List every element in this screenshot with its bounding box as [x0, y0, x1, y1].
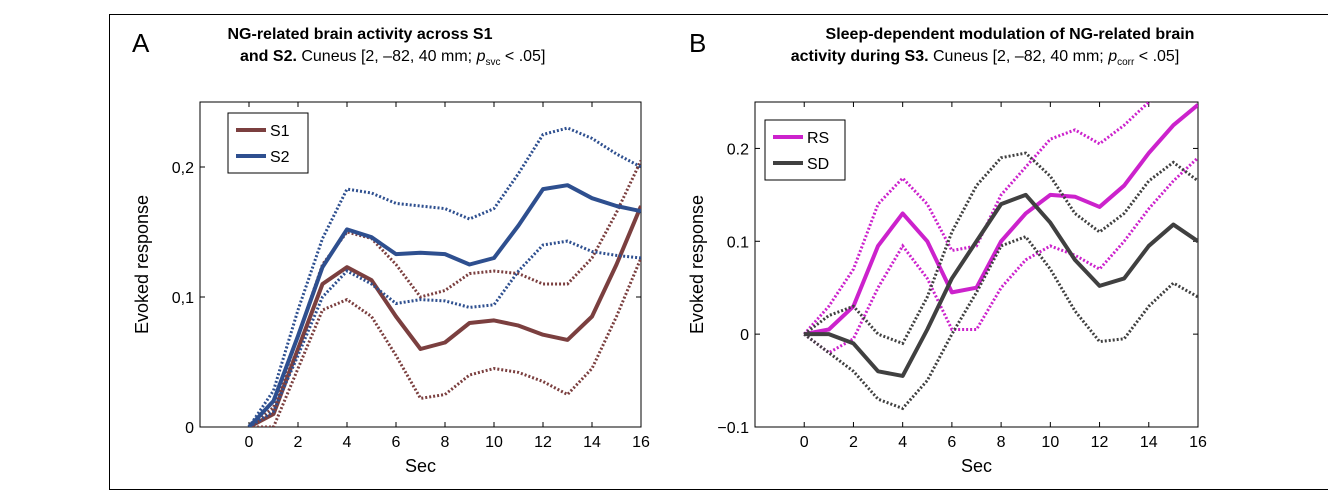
x-axis-label-a: Sec	[405, 456, 436, 476]
panel-b-title-rest: Cuneus [2, –82, 40 mm;	[928, 48, 1109, 65]
x-tick-label-a: 16	[632, 434, 650, 451]
panel-b-title-bold: Sleep-dependent modulation of NG-related…	[825, 26, 1195, 43]
x-tick-label-b: 16	[1189, 434, 1207, 451]
plot-area-a	[199, 101, 642, 428]
ci-upper-rs	[803, 102, 1152, 336]
panel-a-title-line1: NG-related brain activity across S1	[200, 24, 520, 46]
panel-b-p-sub: corr	[1117, 57, 1135, 69]
x-tick-label-a: 10	[485, 434, 503, 451]
ci-upper-sd	[803, 151, 1198, 346]
panel-letter-b: B	[689, 28, 707, 58]
y-tick-label-b: 0	[740, 327, 749, 344]
series-line-s2	[247, 183, 641, 427]
panel-a-title-bold2: and S2.	[240, 48, 297, 65]
legend-box-a	[227, 112, 309, 174]
y-axis-label-b: Evoked response	[687, 195, 707, 334]
panel-a-p-sub: svc	[485, 57, 501, 69]
y-tick-label-a: 0,2	[172, 160, 194, 177]
series-group-sd	[803, 151, 1198, 411]
panel-b-title: Sleep-dependent modulation of NG-related…	[720, 24, 1250, 74]
x-tick-label-a: 14	[583, 434, 601, 451]
x-tick-label-b: 8	[997, 434, 1006, 451]
plot-area-b	[754, 101, 1199, 428]
panel-a-title-bold: NG-related brain activity across S1	[227, 26, 493, 43]
y-tick-label-b: −0.1	[717, 420, 749, 437]
x-tick-label-b: 0	[800, 434, 809, 451]
panel-a-title: NG-related brain activity across S1 and …	[200, 24, 546, 74]
x-tick-label-a: 8	[441, 434, 450, 451]
x-tick-label-a: 6	[392, 434, 401, 451]
panel-b-p-tail: < .05]	[1134, 48, 1180, 65]
series-group-rs	[803, 102, 1198, 355]
series-line-rs	[803, 103, 1198, 337]
legend-label-sd: SD	[807, 156, 829, 173]
panel-a-title-rest: Cuneus [2, –82, 40 mm;	[296, 48, 477, 65]
x-tick-label-b: 12	[1091, 434, 1109, 451]
y-tick-label-a: 0	[185, 420, 194, 437]
x-tick-label-b: 2	[849, 434, 858, 451]
x-tick-label-a: 0	[245, 434, 254, 451]
legend-label-s1: S1	[270, 123, 290, 140]
y-tick-label-b: 0.2	[727, 141, 749, 158]
series-group-s1	[248, 159, 641, 427]
x-tick-label-a: 2	[294, 434, 303, 451]
y-axis-label-a: Evoked response	[132, 195, 152, 334]
panel-a-p-tail: < .05]	[500, 48, 546, 65]
figure-frame	[109, 14, 1328, 490]
x-tick-label-b: 4	[898, 434, 907, 451]
series-line-sd	[804, 192, 1198, 378]
series-group-s2	[247, 126, 641, 427]
panel-b-title-bold2: activity during S3.	[790, 48, 929, 65]
x-tick-label-b: 14	[1140, 434, 1158, 451]
panel-a-p: p	[476, 48, 486, 65]
x-tick-label-a: 12	[534, 434, 552, 451]
x-tick-label-b: 6	[947, 434, 956, 451]
panel-b-title-line2: activity during S3. Cuneus [2, –82, 40 m…	[720, 46, 1250, 74]
x-tick-label-b: 10	[1041, 434, 1059, 451]
panel-b-p: p	[1108, 48, 1118, 65]
y-tick-label-a: 0,1	[172, 290, 194, 307]
legend-label-s2: S2	[270, 149, 290, 166]
panel-b-title-line1: Sleep-dependent modulation of NG-related…	[720, 24, 1250, 46]
y-tick-label-b: 0.1	[727, 234, 749, 251]
ci-lower-s2	[248, 239, 641, 427]
panel-a-title-line2: and S2. Cuneus [2, –82, 40 mm; psvc < .0…	[200, 46, 545, 74]
ci-lower-sd	[803, 234, 1198, 411]
legend-box-b	[764, 119, 846, 181]
series-line-s1	[248, 205, 641, 427]
legend-label-rs: RS	[807, 130, 829, 147]
ci-lower-rs	[803, 156, 1198, 355]
panel-letter-a: A	[132, 28, 150, 58]
x-axis-label-b: Sec	[961, 456, 992, 476]
x-tick-label-a: 4	[343, 434, 352, 451]
ci-upper-s1	[248, 159, 641, 427]
